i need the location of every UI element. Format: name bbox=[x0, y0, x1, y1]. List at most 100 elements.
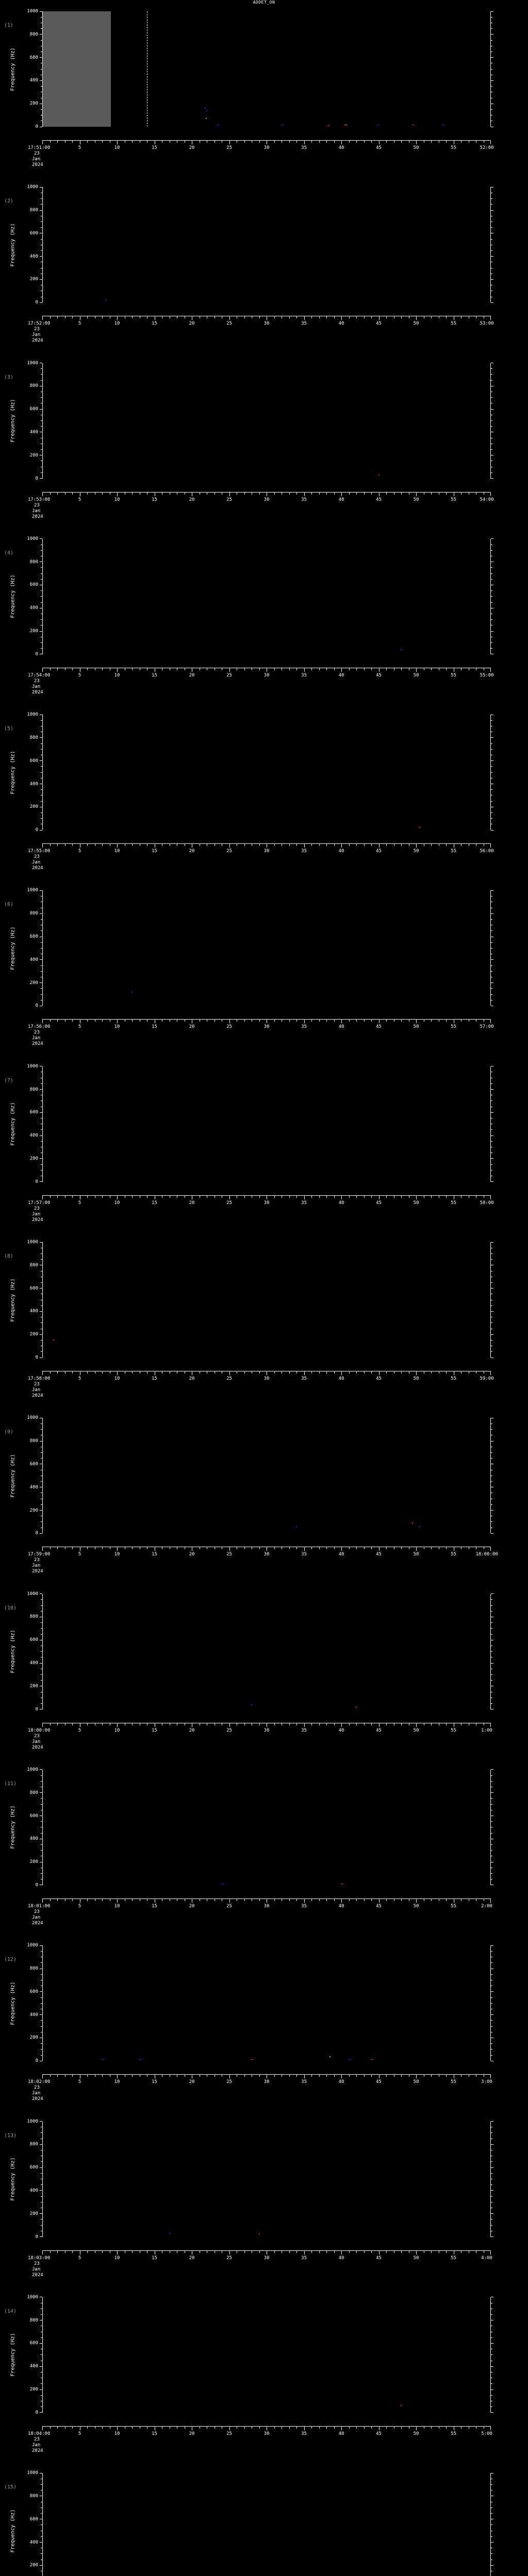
x-axis-start-time-label: 18:00:00 23 Jan 2024 bbox=[28, 1728, 50, 1751]
x-axis-major-tick bbox=[304, 316, 305, 320]
x-axis-minor-tick bbox=[371, 1898, 372, 1901]
y-axis-minor-tick bbox=[41, 2507, 42, 2508]
x-axis-major-tick bbox=[229, 843, 230, 848]
y-axis-tick-label: 1000 bbox=[27, 888, 38, 893]
y-axis-major-tick-right bbox=[491, 2144, 493, 2145]
y-axis-tick-label: 0 bbox=[35, 1882, 38, 1888]
x-axis-start-time-label: 17:54:00 23 Jan 2024 bbox=[28, 673, 50, 696]
y-axis-major-tick bbox=[40, 478, 42, 479]
x-axis-minor-tick bbox=[259, 843, 260, 846]
x-axis-minor-tick bbox=[386, 667, 387, 670]
date-year-text: 2024 bbox=[32, 1393, 43, 1399]
x-axis-minor-tick bbox=[289, 1371, 290, 1374]
x-axis-minor-tick bbox=[349, 1019, 350, 1022]
x-axis-major-tick bbox=[117, 843, 118, 848]
y-axis-minor-tick-right bbox=[491, 2337, 492, 2338]
y-axis-minor-tick bbox=[41, 374, 42, 375]
x-axis-minor-tick bbox=[72, 492, 73, 495]
y-axis-minor-tick bbox=[41, 1100, 42, 1101]
x-axis-minor-tick bbox=[386, 2250, 387, 2253]
panel-number-label: (13) bbox=[4, 2132, 17, 2139]
y-axis-title-text: Frequency (Hz) bbox=[10, 2157, 16, 2201]
x-axis-tick-label: 15 bbox=[152, 672, 157, 678]
y-axis-tick-label: 1000 bbox=[27, 712, 38, 718]
x-axis-minor-tick bbox=[401, 667, 402, 670]
y-axis-minor-tick bbox=[41, 1873, 42, 1874]
x-axis-end-time-label: 3:00 bbox=[481, 2079, 492, 2085]
y-axis-minor-tick-right bbox=[491, 2383, 492, 2384]
y-axis-minor-tick bbox=[41, 86, 42, 87]
y-axis-minor-tick bbox=[41, 2003, 42, 2004]
detection-point bbox=[348, 2059, 351, 2060]
y-axis-minor-tick-right bbox=[491, 801, 492, 802]
x-axis-major-tick bbox=[378, 1019, 380, 1024]
date-month-text: Jan bbox=[32, 860, 41, 866]
date-year-text: 2024 bbox=[32, 1041, 43, 1047]
x-axis-minor-tick bbox=[401, 843, 402, 846]
y-axis-tick-label: 0 bbox=[35, 651, 38, 657]
x-axis-tick-label: 5 bbox=[78, 321, 81, 327]
x-axis-tick-label: 30 bbox=[263, 2431, 270, 2436]
x-axis-minor-tick bbox=[349, 492, 350, 495]
date-day-text: 23 bbox=[34, 2436, 40, 2442]
y-axis-minor-tick bbox=[41, 2354, 42, 2355]
plot-background bbox=[42, 715, 491, 831]
x-axis-minor-tick bbox=[50, 140, 51, 143]
x-axis-tick-label: 50 bbox=[413, 321, 419, 327]
x-axis-minor-tick bbox=[371, 1019, 372, 1022]
x-axis-minor-tick bbox=[214, 843, 215, 846]
plot-area: 0 200 400 600 800 1000 bbox=[27, 712, 493, 833]
y-axis-minor-tick-right bbox=[491, 472, 492, 473]
y-axis-major-tick bbox=[40, 2542, 42, 2543]
x-axis-tick-label: 10 bbox=[114, 497, 120, 502]
y-axis-minor-tick bbox=[41, 2196, 42, 2197]
x-axis-minor-tick bbox=[386, 492, 387, 495]
x-axis-minor-tick bbox=[349, 2426, 350, 2429]
y-axis-major-tick-right bbox=[491, 1334, 493, 1335]
x-axis-tick-label: 55 bbox=[451, 321, 456, 327]
x-axis-minor-tick bbox=[334, 492, 335, 495]
x-axis-minor-tick bbox=[296, 667, 297, 670]
x-axis-minor-tick bbox=[326, 1898, 327, 1901]
y-axis-tick-label: 800 bbox=[29, 1262, 38, 1268]
y-axis-tick-label: 1000 bbox=[27, 2294, 38, 2300]
date-day-text: 23 bbox=[34, 1206, 40, 1211]
start-time-text: 17:57:00 bbox=[28, 1200, 51, 1206]
detection-point bbox=[205, 117, 207, 119]
y-axis-major-tick bbox=[40, 1663, 42, 1664]
x-axis-major-tick bbox=[229, 1547, 230, 1551]
y-axis-minor-tick-right bbox=[491, 772, 492, 773]
spectrogram-panel: ADDET_ON(11)Frequency (Hz)02004006008001… bbox=[0, 1758, 528, 1934]
x-axis-minor-tick bbox=[289, 1195, 290, 1198]
x-axis-minor-tick bbox=[50, 2250, 51, 2253]
y-axis-minor-tick bbox=[41, 1429, 42, 1430]
x-axis-minor-tick bbox=[356, 1722, 357, 1725]
x-axis-tick-label: 50 bbox=[413, 1024, 419, 1030]
y-axis-tick-label: 200 bbox=[29, 2035, 38, 2041]
panel-number-label: (7) bbox=[4, 1077, 14, 1083]
y-axis-minor-tick bbox=[41, 1170, 42, 1171]
y-axis-major-tick-right bbox=[491, 1242, 493, 1243]
x-axis-major-tick bbox=[229, 2426, 230, 2430]
x-axis-minor-tick bbox=[296, 1722, 297, 1725]
x-axis-tick-label: 15 bbox=[152, 2255, 157, 2261]
x-axis-major-tick bbox=[117, 2250, 118, 2255]
x-axis-tick-label: 25 bbox=[226, 849, 232, 854]
y-axis-minor-tick-right bbox=[491, 2026, 492, 2027]
date-day-text: 23 bbox=[34, 327, 40, 332]
x-axis bbox=[42, 1898, 491, 1903]
y-axis-tick-label: 1000 bbox=[27, 1591, 38, 1597]
plot-area: 0 200 400 600 800 1000 bbox=[27, 2119, 493, 2240]
panel-number-label: (2) bbox=[4, 198, 14, 205]
x-axis-minor-tick bbox=[72, 1722, 73, 1725]
y-axis-minor-tick bbox=[41, 2173, 42, 2174]
x-axis-minor-tick bbox=[356, 140, 357, 143]
y-axis-title: Frequency (Hz) bbox=[9, 715, 16, 830]
x-axis-tick-label: 35 bbox=[301, 1200, 307, 1206]
y-axis-minor-tick bbox=[41, 567, 42, 568]
x-axis bbox=[42, 2074, 491, 2079]
x-axis bbox=[42, 1722, 491, 1727]
y-axis-minor-tick bbox=[41, 40, 42, 41]
y-axis-major-tick-right bbox=[491, 279, 493, 280]
